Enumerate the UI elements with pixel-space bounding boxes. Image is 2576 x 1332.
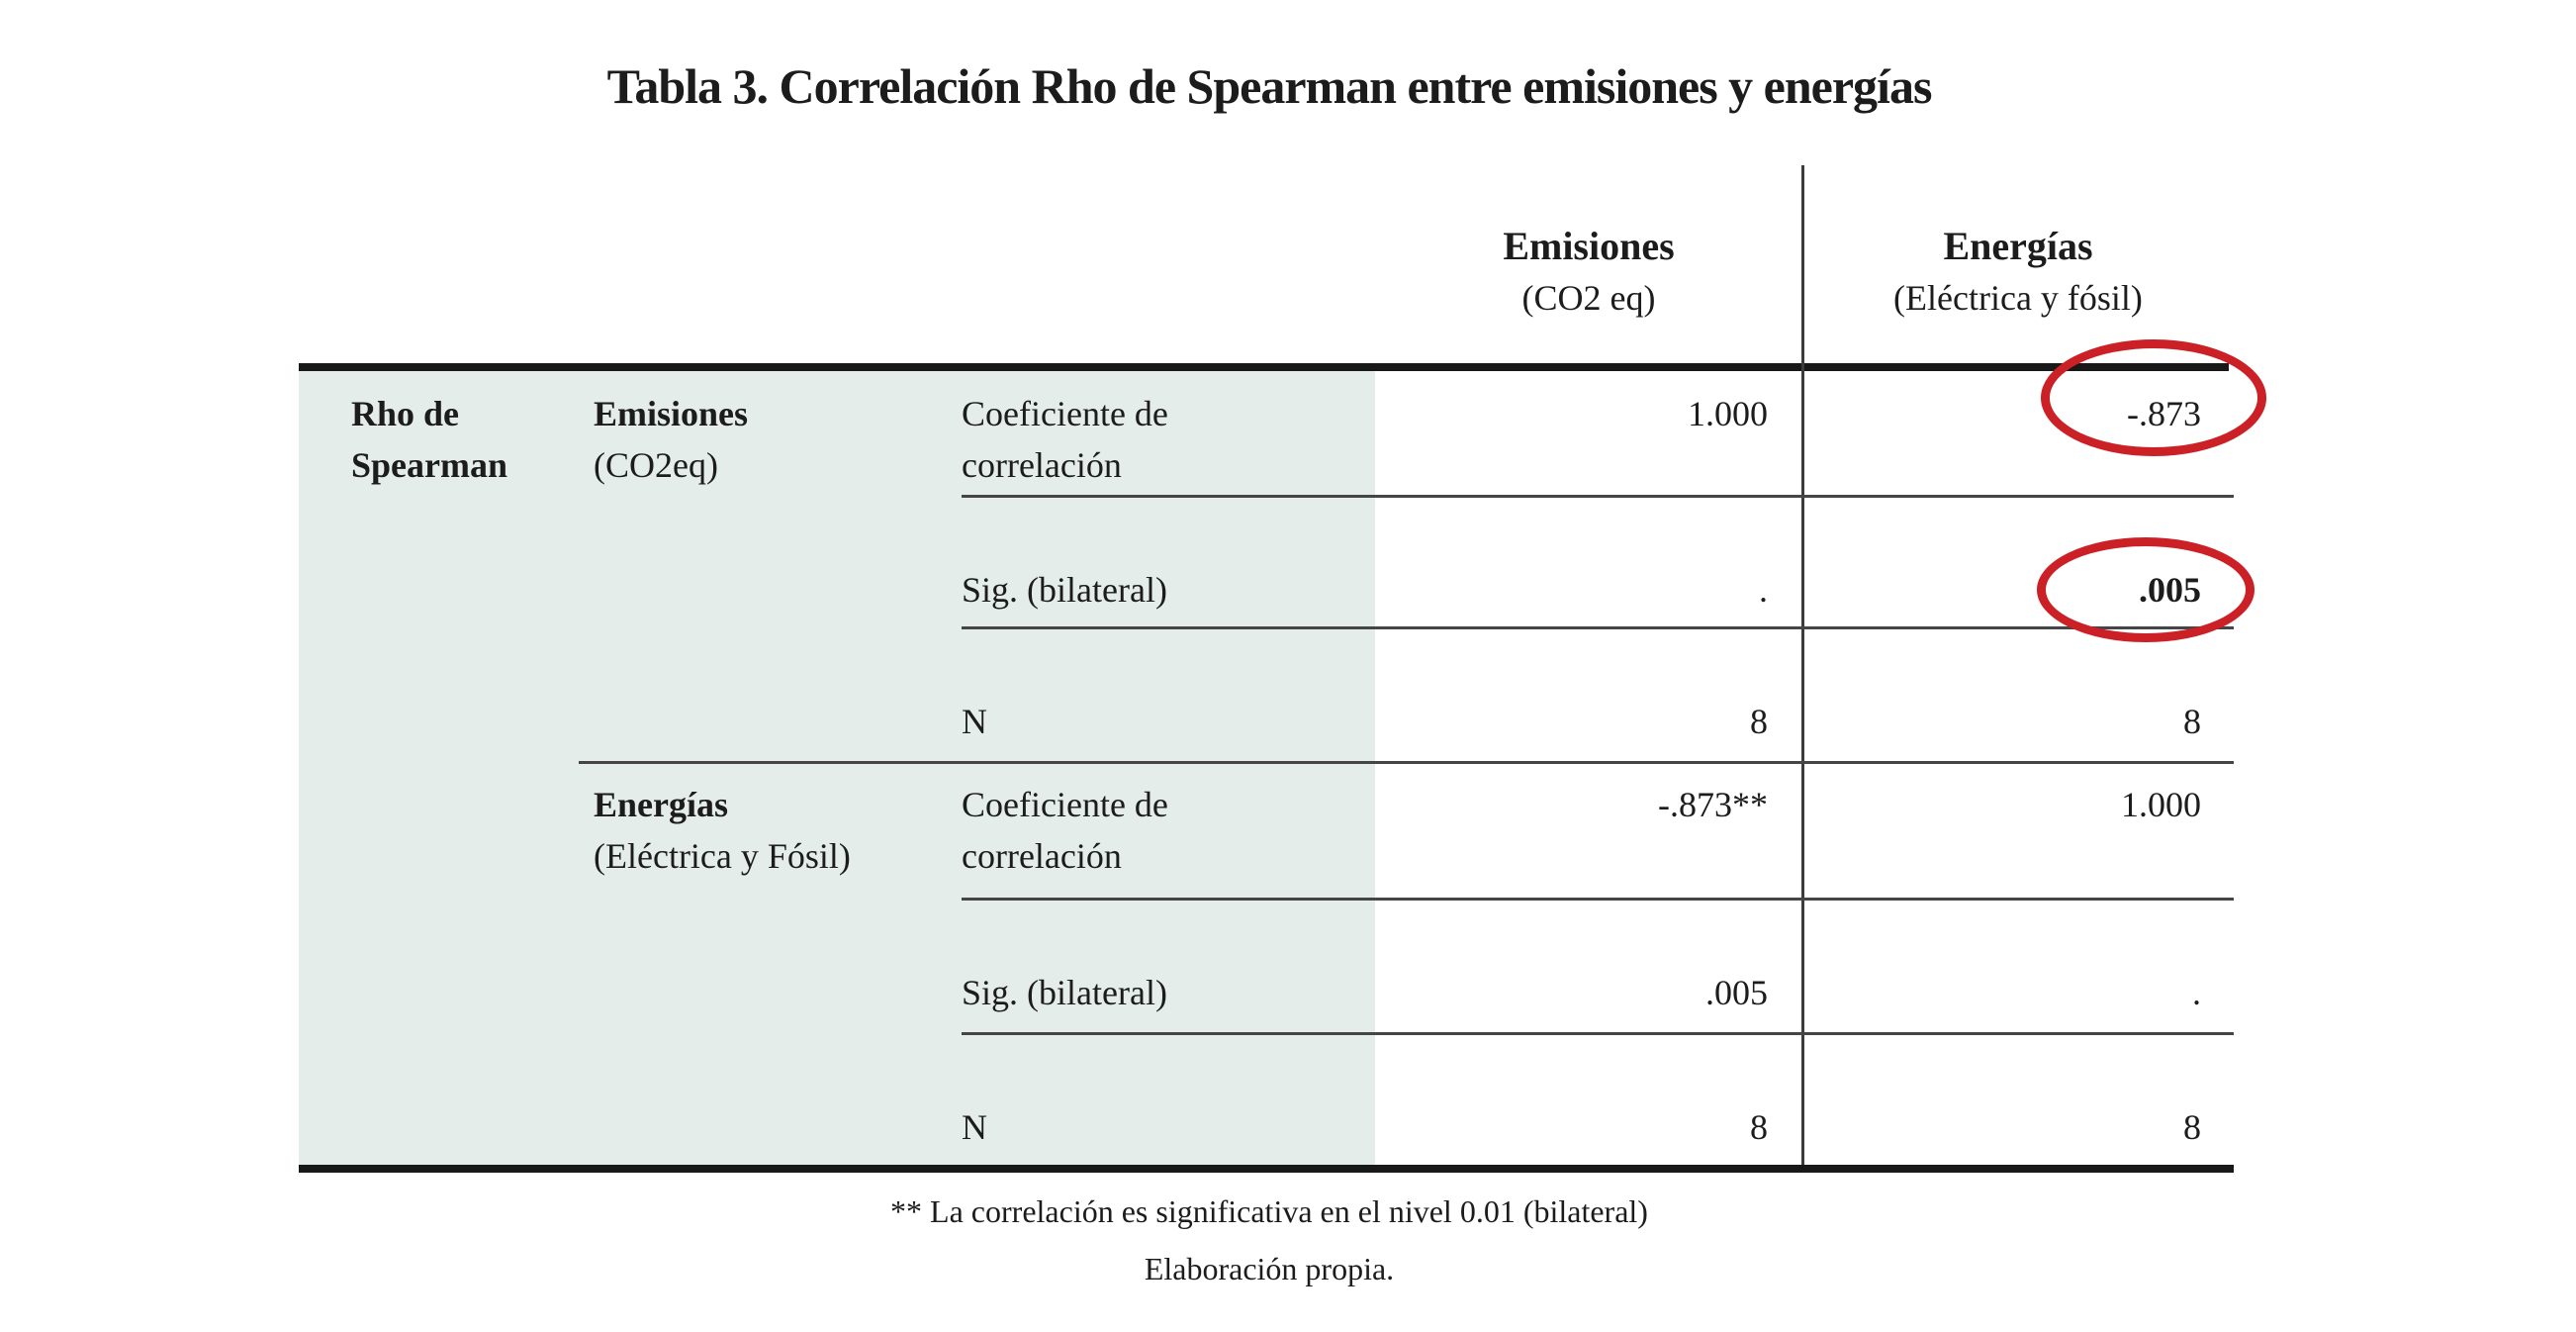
value-cell: -.873** xyxy=(1658,785,1768,824)
statistic-label: Coeficiente de correlación xyxy=(962,394,1168,485)
value-cell: 8 xyxy=(1750,702,1768,741)
value-cell: . xyxy=(2192,973,2201,1012)
variable-subtitle: (CO2eq) xyxy=(594,445,718,485)
value-cell: . xyxy=(1759,570,1768,610)
statistic-label: Coeficiente de correlación xyxy=(962,785,1168,876)
row-separator xyxy=(962,898,2234,901)
value-cell: 1.000 xyxy=(2121,785,2201,824)
value-cell: .005 xyxy=(1705,973,1768,1012)
statistic-label: N xyxy=(962,702,987,741)
source-note: Elaboración propia. xyxy=(1144,1251,1395,1286)
variable-name: Energías xyxy=(594,785,729,824)
table-row: Sig. (bilateral) .005 . xyxy=(299,898,2234,1032)
value-cell: 8 xyxy=(2183,702,2201,741)
statistic-label: Sig. (bilateral) xyxy=(962,973,1167,1012)
table-bottom-rule xyxy=(299,1165,2234,1173)
table-row: Rho de Spearman Emisiones (CO2eq) Coefic… xyxy=(299,370,2234,495)
column-header-emisiones: Emisiones (CO2 eq) xyxy=(1375,220,1802,323)
group-separator xyxy=(579,761,2234,764)
value-cell: 8 xyxy=(2183,1107,2201,1147)
row-separator xyxy=(962,495,2234,498)
table-top-rule xyxy=(299,363,2229,371)
table-row: N 8 8 xyxy=(299,1032,2234,1165)
statistic-label: Sig. (bilateral) xyxy=(962,570,1167,610)
red-circle-annotation xyxy=(2037,537,2254,642)
value-cell: 8 xyxy=(1750,1107,1768,1147)
value-cell: 1.000 xyxy=(1688,394,1768,433)
significance-footnote: ** La correlación es significativa en el… xyxy=(890,1193,1648,1229)
row-header-rho-de-spearman: Rho de Spearman xyxy=(351,394,508,485)
table-row: Sig. (bilateral) . .005 xyxy=(299,495,2234,626)
red-circle-annotation xyxy=(2041,339,2266,456)
column-divider-line xyxy=(1801,165,1804,1167)
correlation-table: Emisiones (CO2 eq) Energías (Eléctrica y… xyxy=(299,165,2234,1174)
variable-subtitle: (Eléctrica y Fósil) xyxy=(594,836,851,876)
table-row: Energías (Eléctrica y Fósil) Coeficiente… xyxy=(299,761,2234,898)
row-separator xyxy=(962,1032,2234,1035)
column-header-subtitle: (Eléctrica y fósil) xyxy=(1893,278,2143,318)
variable-label-energias: Energías (Eléctrica y Fósil) xyxy=(594,779,950,882)
table-title: Tabla 3. Correlación Rho de Spearman ent… xyxy=(606,58,1933,114)
column-header-energias: Energías (Eléctrica y fósil) xyxy=(1802,220,2234,323)
row-separator xyxy=(962,626,2234,629)
column-header-title: Emisiones xyxy=(1503,224,1675,268)
variable-name: Emisiones xyxy=(594,394,749,433)
column-header-title: Energías xyxy=(1943,224,2093,268)
column-header-subtitle: (CO2 eq) xyxy=(1521,278,1656,318)
variable-label-emisiones: Emisiones (CO2eq) xyxy=(594,388,950,491)
table-row: N 8 8 xyxy=(299,626,2234,761)
statistic-label: N xyxy=(962,1107,987,1147)
